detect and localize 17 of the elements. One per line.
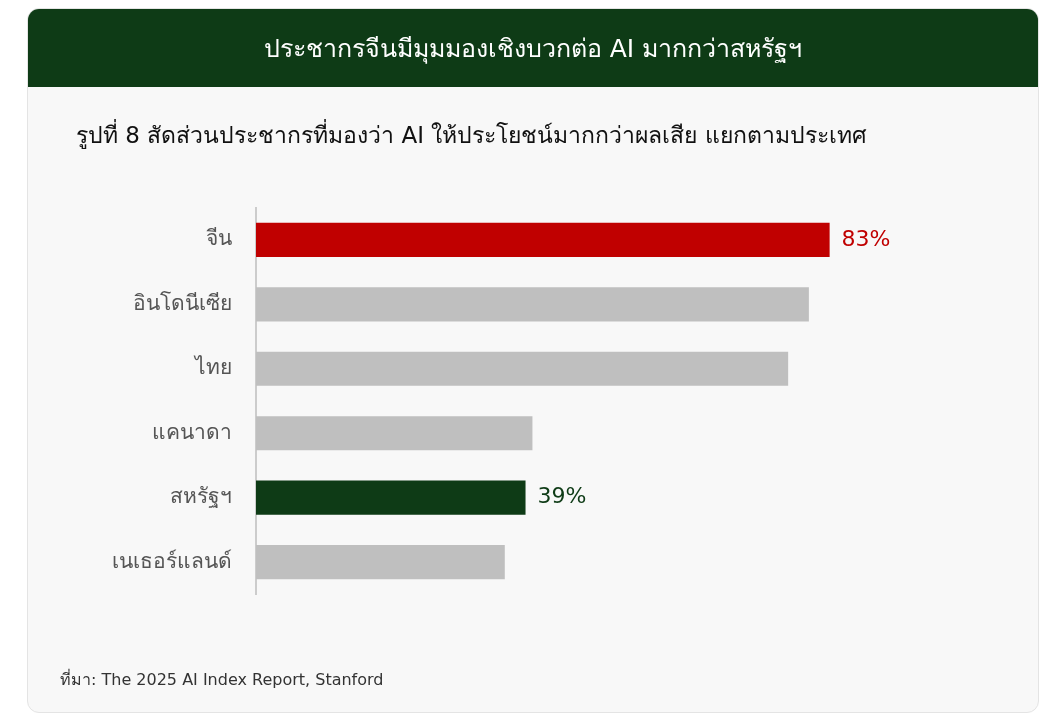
bar — [256, 480, 526, 515]
y-tick-label: เนเธอร์แลนด์ — [112, 548, 232, 573]
y-tick-label: ไทย — [193, 355, 232, 380]
chart-title: ประชากรจีนมีมุมมองเชิงบวกต่อ AI มากกว่าสหรัฐฯ — [28, 9, 1038, 87]
text: ที่มา: The 2025 AI Index Report, Stanford — [59, 668, 385, 691]
bar — [256, 351, 789, 386]
y-tick-label: อินโดนีเซีย — [133, 290, 232, 315]
chart-subtitle: รูปที่ 8 สัดส่วนประชากรที่มองว่า AI ให้ประโยชน์มากกว่าผลเสีย แยกตามประเทศ — [75, 118, 868, 151]
y-tick-label: แคนาดา — [152, 419, 232, 444]
y-tick-label: จีน — [206, 226, 232, 251]
bar — [256, 416, 533, 451]
data-label: 83% — [841, 225, 891, 251]
bar — [256, 545, 505, 580]
data-label: 39% — [537, 483, 587, 509]
bar — [256, 222, 830, 257]
y-tick-label: สหรัฐฯ — [170, 484, 232, 509]
bar — [256, 287, 809, 322]
